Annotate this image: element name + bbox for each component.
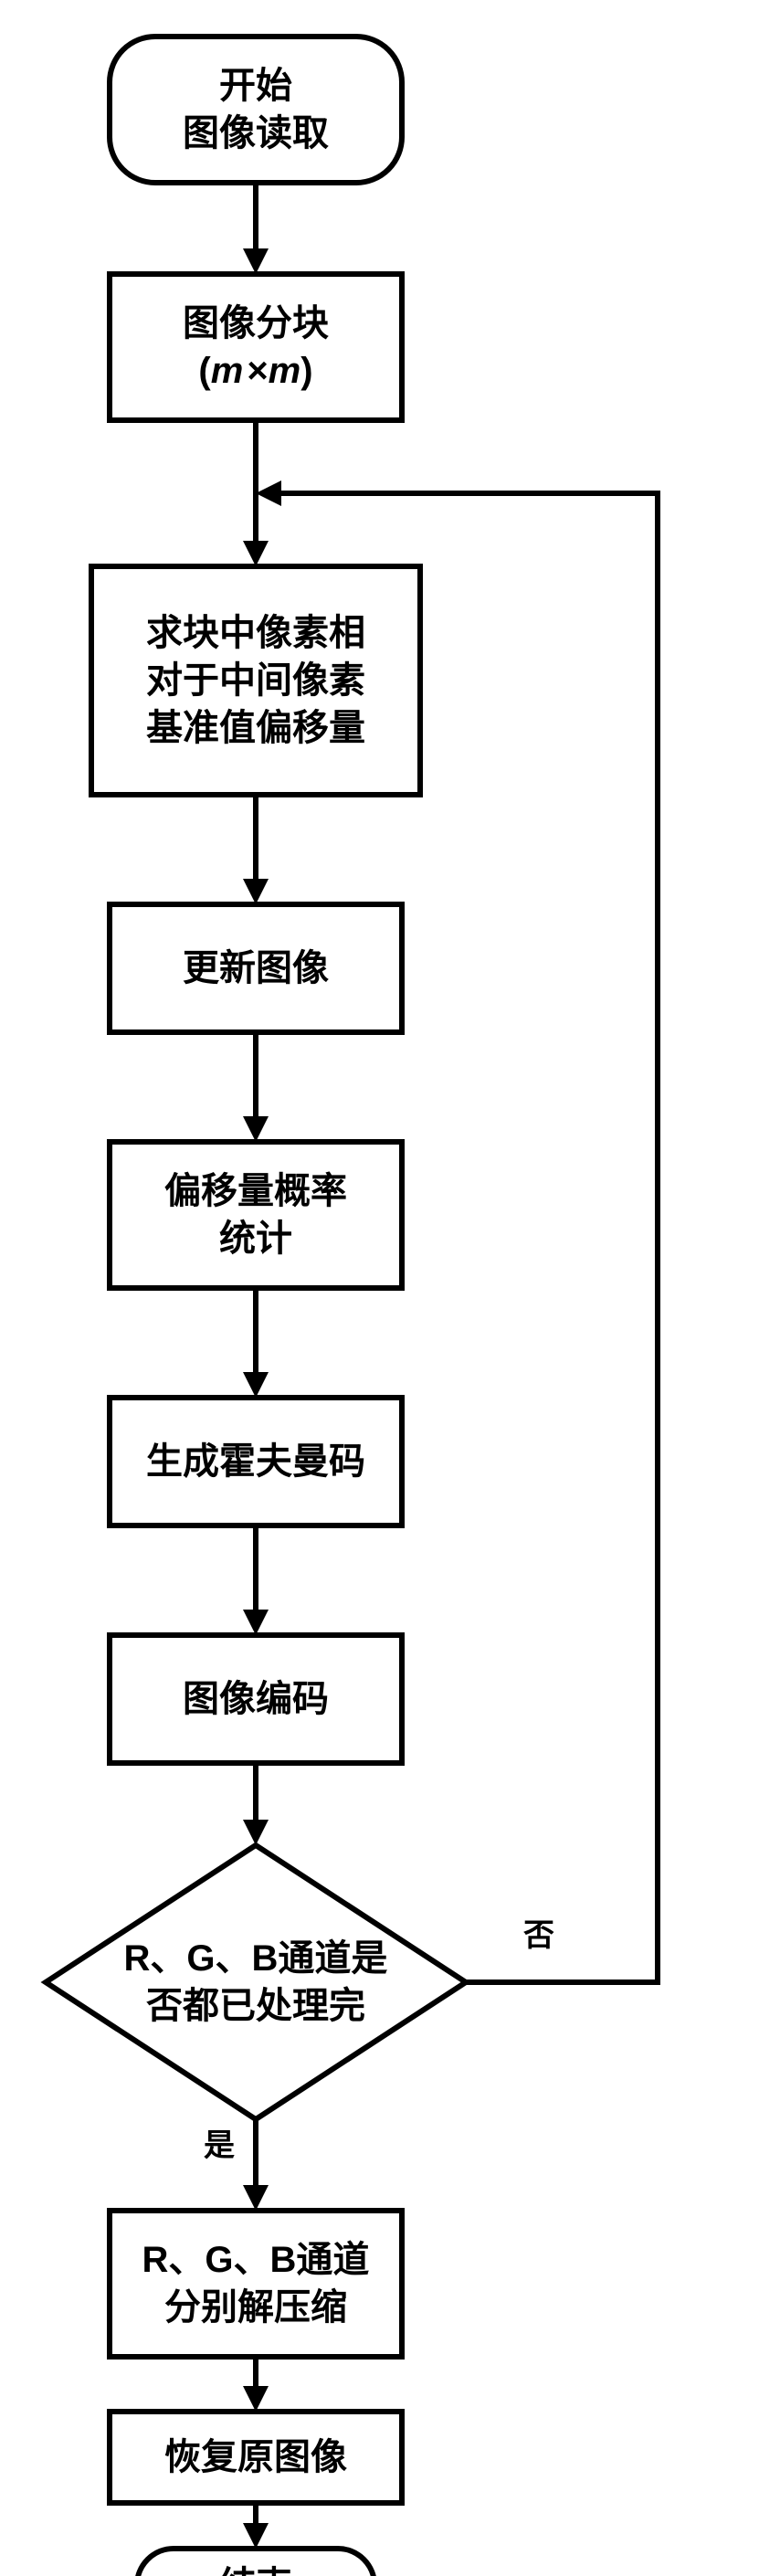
node-text: R、G、B通道是 (124, 1938, 388, 1979)
node-text: 偏移量概率 (164, 1171, 347, 1211)
node-text: 否都已处理完 (146, 1986, 365, 2026)
node-text: 结束 (219, 2565, 292, 2576)
edge-label: 是 (204, 2128, 235, 2163)
edge-label: 否 (523, 1918, 554, 1953)
node-text: 求块中像素相 (146, 613, 365, 653)
node-text: 分别解压缩 (164, 2287, 347, 2328)
node-n2: 求块中像素相对于中间像素基准值偏移量 (91, 566, 420, 795)
node-text: 对于中间像素 (146, 660, 365, 701)
node-text: 开始 (219, 66, 292, 106)
node-n5: 生成霍夫曼码 (110, 1398, 402, 1526)
node-n1: 图像分块 (m×m) (110, 274, 402, 420)
node-n8: R、G、B通道分别解压缩 (110, 2211, 402, 2357)
node-text: 基准值偏移量 (146, 708, 365, 748)
node-n6: 图像编码 (110, 1635, 402, 1763)
node-text: 统计 (219, 1219, 292, 1259)
node-text: R、G、B通道 (142, 2240, 370, 2280)
node-n3: 更新图像 (110, 904, 402, 1032)
node-text: (m×m) (198, 351, 312, 391)
node-text: 更新图像 (183, 948, 329, 988)
node-n0: 开始图像读取 (110, 37, 402, 183)
flowchart: 开始图像读取图像分块(m×m)求块中像素相对于中间像素基准值偏移量更新图像偏移量… (0, 0, 759, 2576)
node-text: 恢复原图像 (164, 2437, 347, 2477)
node-text: 生成霍夫曼码 (146, 1441, 365, 1482)
node-n10: 结束 (137, 2549, 374, 2576)
node-text: 图像编码 (183, 1679, 329, 1719)
node-text: 图像读取 (183, 113, 329, 153)
node-n9: 恢复原图像 (110, 2412, 402, 2503)
node-text: 图像分块 (183, 303, 329, 343)
node-n4: 偏移量概率统计 (110, 1142, 402, 1288)
